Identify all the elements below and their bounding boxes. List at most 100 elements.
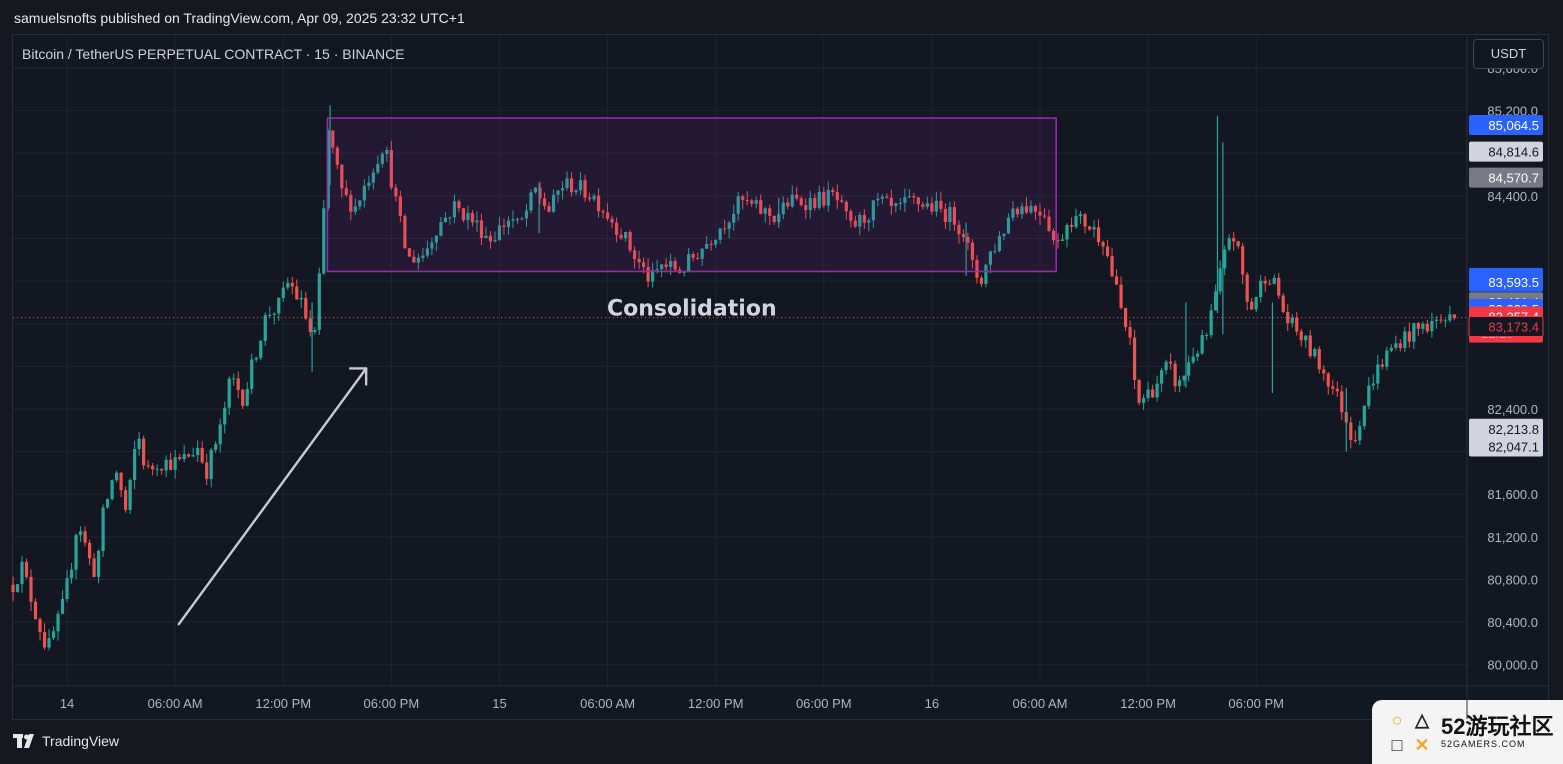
time-tick-label: 06:00 AM [1013,696,1068,711]
candle [664,264,668,268]
candle [1114,276,1119,285]
candle [876,198,880,201]
candle [691,254,695,258]
time-tick-label: 06:00 AM [148,696,203,711]
candle [952,207,957,225]
cross-icon: ✕ [1414,734,1430,755]
candle [1425,323,1429,332]
candle [1421,323,1425,329]
candle [903,197,907,203]
candle [1385,350,1389,367]
candle [529,192,533,211]
candle [1200,335,1204,354]
candle [1051,230,1056,241]
candle [1146,389,1150,399]
candle [1128,326,1132,338]
trend-arrow[interactable] [177,367,368,626]
candle [660,264,664,270]
candle [542,198,547,207]
price-badge-label: 85,064.5 [1488,118,1539,133]
candle [840,200,844,202]
time-tick-label: 06:00 PM [1228,696,1284,711]
price-badge [1469,141,1543,162]
candle [358,200,362,207]
candle [1182,375,1186,381]
candle [78,531,83,536]
candle [1268,283,1272,285]
candle [151,465,155,470]
candle [533,187,538,193]
candle [1295,317,1299,332]
candle [912,196,916,198]
candle [56,613,60,632]
candle [187,454,191,457]
chart-frame [12,34,1549,720]
candle [1160,370,1164,384]
candle [741,196,745,201]
candle [669,261,673,268]
candle [313,329,317,332]
candle [984,264,988,284]
time-tick-label: 16 [925,696,939,711]
candle [1042,215,1047,217]
candle [1331,386,1335,389]
candle [1173,363,1177,387]
candle [781,202,785,215]
candle [457,201,461,209]
candle [939,200,943,209]
candle [560,188,565,191]
candle [1033,205,1038,212]
candle [943,208,947,223]
price-badge-label: 84,570.7 [1488,171,1539,186]
candle [1326,373,1330,387]
circle-icon: ○ [1391,709,1403,730]
candle [759,200,763,214]
candle [110,480,114,500]
candle [308,318,312,332]
currency-button[interactable]: USDT [1473,39,1544,69]
candle [1060,239,1065,241]
candle [1020,206,1024,215]
candle [1110,256,1114,277]
candle [515,218,520,220]
candle [538,187,542,199]
consolidation-box[interactable] [326,117,1058,273]
candle [254,357,258,360]
symbol-title[interactable]: Bitcoin / TetherUS PERPETUAL CONTRACT · … [22,46,405,62]
candle [173,457,177,470]
candle [142,438,146,466]
candle [209,449,213,479]
candle [137,438,141,450]
candle [858,214,862,227]
candle [205,462,209,479]
candle [610,218,614,223]
price-badge [1469,271,1543,292]
candle [1119,284,1123,308]
candle [371,172,375,183]
candle [299,297,303,300]
watermark-title: 52游玩社区 [1441,714,1554,739]
candle [1313,348,1317,357]
candle [1434,319,1438,322]
candle [651,270,655,282]
candle [556,190,560,195]
candle [83,531,87,543]
watermark-icons: ○ △ □ ✕ [1386,709,1433,756]
candle [646,267,650,282]
candle [592,195,596,200]
candle [33,601,38,620]
candle [227,378,231,408]
candle [817,191,821,208]
arrow-head [348,367,368,386]
candle [574,190,578,193]
candle [69,569,74,579]
candle [1024,206,1029,213]
tradingview-logo[interactable]: TradingView [13,733,119,749]
candle [1002,233,1006,237]
candle [1078,214,1083,217]
candle [930,203,934,212]
price-badge [1469,115,1543,136]
candle [1353,440,1357,442]
candle [948,207,952,223]
